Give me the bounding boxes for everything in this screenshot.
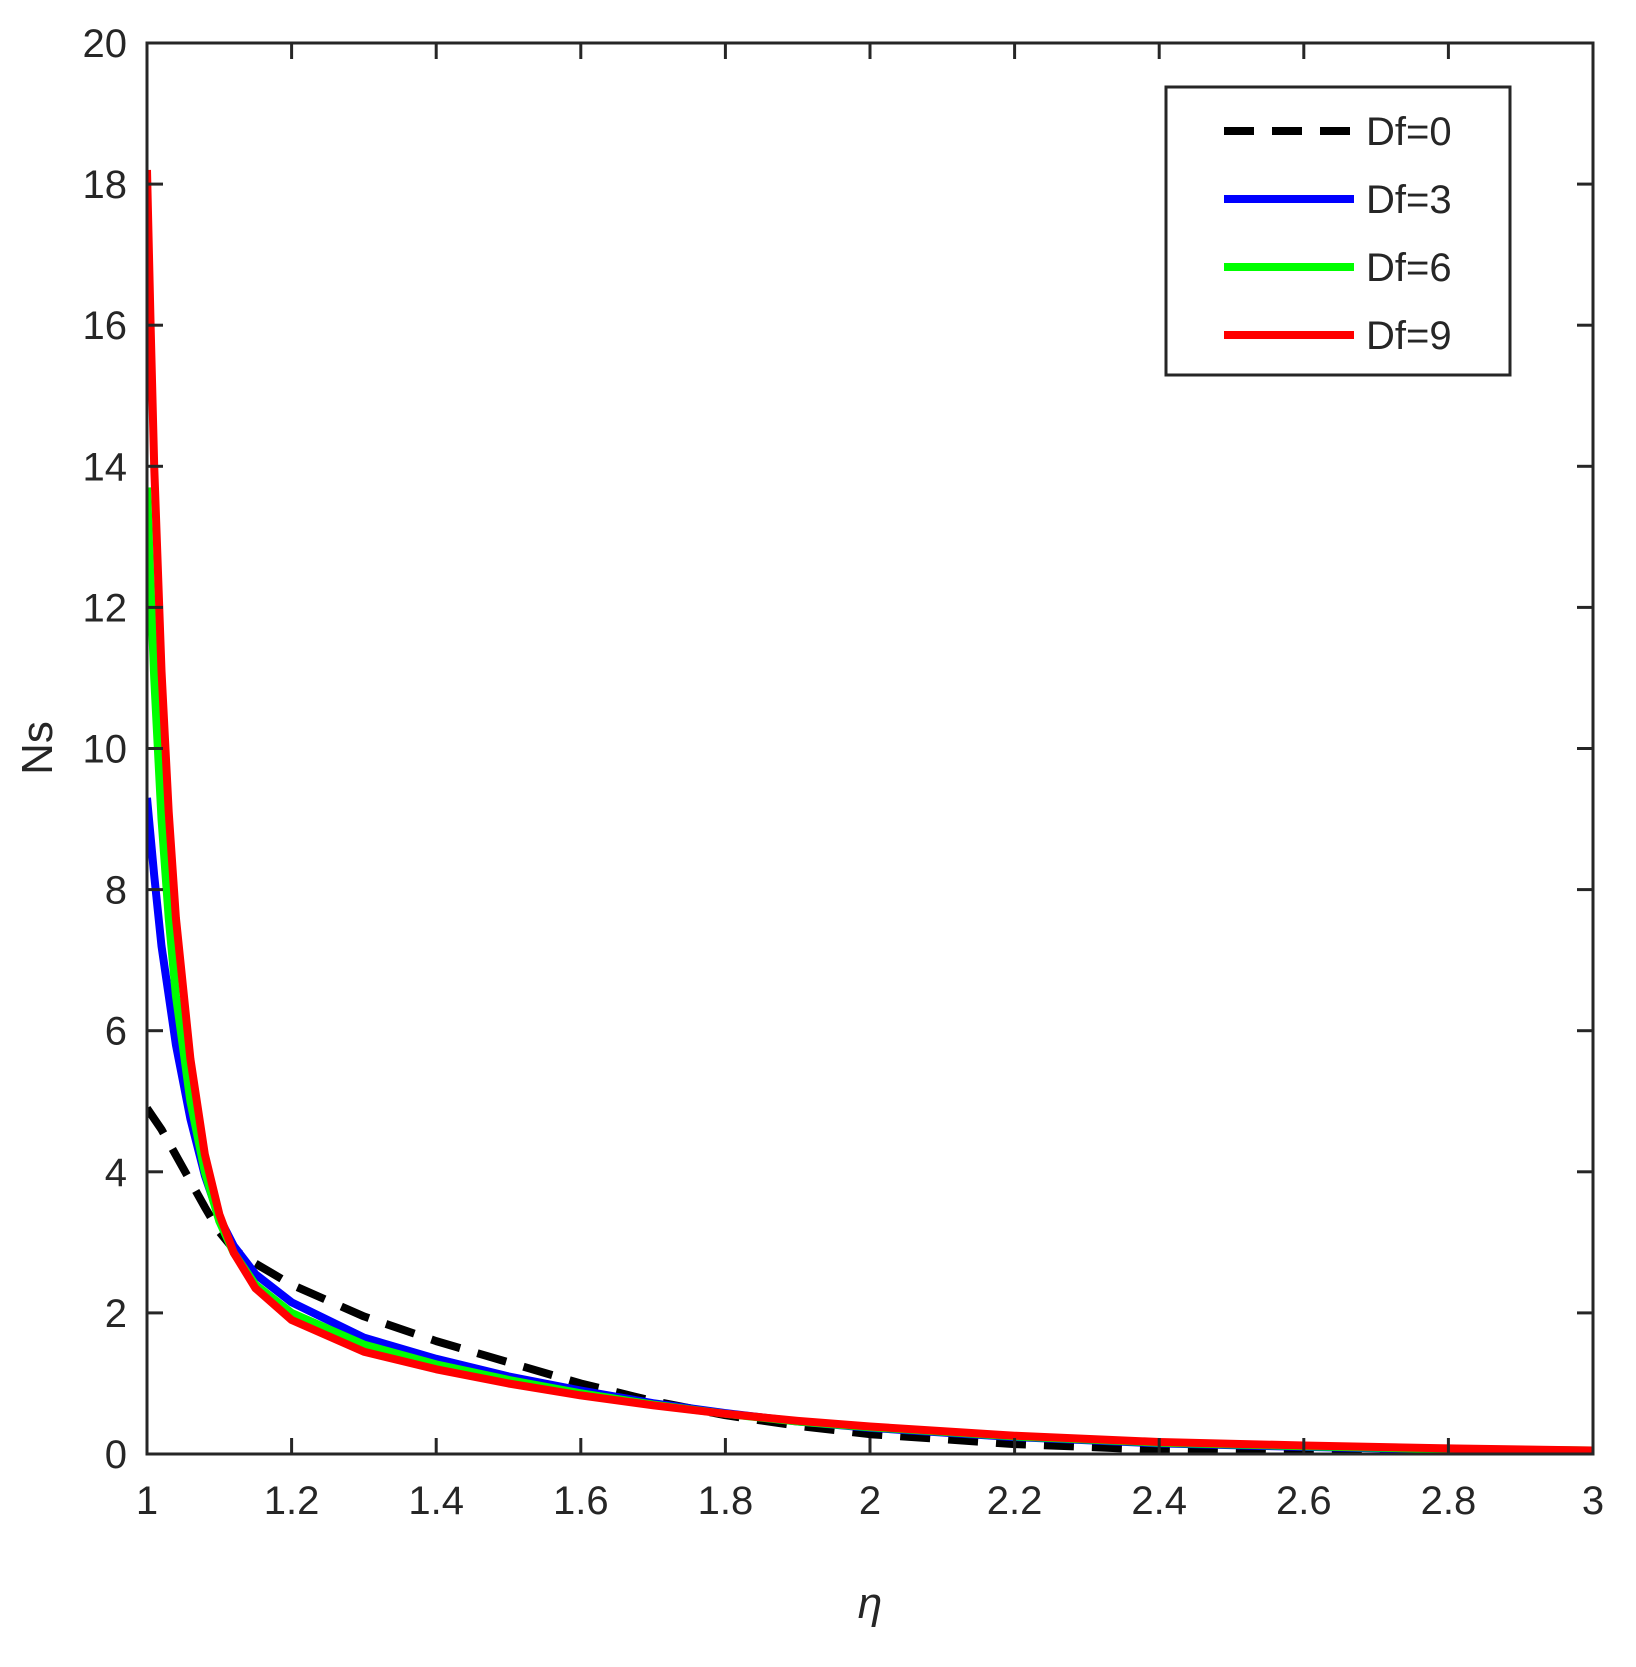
- x-tick-label: 2.8: [1421, 1479, 1477, 1523]
- series-layer: [147, 169, 1593, 1454]
- y-tick-label: 14: [83, 445, 128, 489]
- legend: Df=0 Df=3 Df=6 Df=9: [1164, 85, 1512, 377]
- y-tick-label: 6: [105, 1010, 127, 1054]
- y-tick-label: 18: [83, 163, 128, 207]
- y-tick-label: 20: [83, 22, 128, 66]
- x-tick-label: 3: [1582, 1479, 1604, 1523]
- y-tick-label: 2: [105, 1292, 127, 1336]
- legend-label: Df=9: [1366, 314, 1452, 358]
- x-tick-label: 2.2: [987, 1479, 1043, 1523]
- x-tick-label: 1.6: [553, 1479, 609, 1523]
- y-tick-label: 10: [83, 728, 128, 772]
- ticks-layer: 1 1.2 1.4 1.6 1.8 2 2.2 2.4 2.6 2.8 3 0 2 4 6 8 10 12 14 16…: [83, 22, 1605, 1523]
- legend-label: Df=6: [1366, 246, 1452, 290]
- x-axis-title: η: [858, 1579, 882, 1628]
- y-tick-label: 16: [83, 304, 128, 348]
- y-tick-label: 8: [105, 869, 127, 913]
- x-tick-label: 1: [136, 1479, 158, 1523]
- x-tick-label: 1.8: [698, 1479, 754, 1523]
- plot-frame: [145, 41, 1595, 1456]
- x-tick-label: 2: [859, 1479, 881, 1523]
- series-line-df9: [147, 169, 1593, 1454]
- x-tick-label: 2.4: [1131, 1479, 1187, 1523]
- y-tick-label: 4: [105, 1151, 127, 1195]
- x-tick-label: 1.4: [408, 1479, 464, 1523]
- legend-label: Df=0: [1366, 110, 1452, 154]
- x-tick-label: 1.2: [264, 1479, 320, 1523]
- series-line-df0: [147, 1106, 1593, 1454]
- y-axis-title: Ns: [13, 721, 62, 775]
- y-tick-label: 12: [83, 586, 128, 630]
- legend-label: Df=3: [1366, 178, 1452, 222]
- y-tick-label: 0: [105, 1433, 127, 1477]
- x-tick-label: 2.6: [1276, 1479, 1332, 1523]
